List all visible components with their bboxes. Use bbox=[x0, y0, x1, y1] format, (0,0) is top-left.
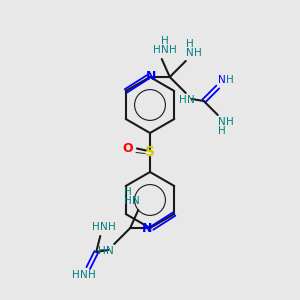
Text: N: N bbox=[186, 48, 194, 58]
Text: N: N bbox=[146, 70, 156, 83]
Text: H: H bbox=[72, 270, 80, 280]
Text: N: N bbox=[161, 45, 169, 55]
Text: H: H bbox=[161, 36, 169, 46]
Text: H: H bbox=[226, 75, 234, 85]
Text: H: H bbox=[169, 45, 177, 55]
Text: H: H bbox=[98, 246, 106, 256]
Text: H: H bbox=[88, 270, 96, 280]
Text: H: H bbox=[179, 95, 187, 105]
Text: N: N bbox=[132, 196, 140, 206]
Text: O: O bbox=[123, 142, 133, 155]
Text: H: H bbox=[92, 222, 100, 232]
Text: N: N bbox=[106, 246, 114, 256]
Text: S: S bbox=[145, 146, 155, 160]
Text: H: H bbox=[124, 196, 132, 206]
Text: N: N bbox=[100, 222, 108, 232]
Text: H: H bbox=[194, 48, 202, 58]
Text: N: N bbox=[218, 75, 226, 85]
Text: H: H bbox=[124, 187, 132, 197]
Text: N: N bbox=[187, 95, 195, 105]
Text: N: N bbox=[218, 117, 226, 127]
Text: N: N bbox=[142, 223, 152, 236]
Text: H: H bbox=[186, 39, 194, 49]
Text: N: N bbox=[80, 270, 88, 280]
Text: H: H bbox=[218, 126, 226, 136]
Text: H: H bbox=[153, 45, 160, 55]
Text: H: H bbox=[108, 222, 116, 232]
Text: H: H bbox=[226, 117, 234, 127]
